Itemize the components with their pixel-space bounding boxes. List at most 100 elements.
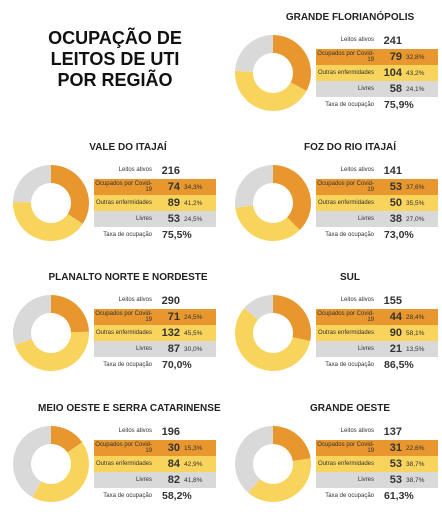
- row-percent: 30,0%: [184, 345, 203, 353]
- row-label: Outras enfermidades: [95, 199, 152, 206]
- row-value: 38: [389, 213, 402, 225]
- region-title: FOZ DO RIO ITAJAÍ: [303, 142, 397, 153]
- row-percent: 45,5%: [184, 329, 203, 337]
- table-row: Leitos ativos 137: [316, 423, 438, 440]
- table-row: Taxa de ocupação 61,3%: [316, 488, 438, 504]
- row-value: 90: [389, 327, 402, 339]
- donut-segment: [51, 295, 89, 333]
- donut-segment: [51, 426, 83, 453]
- row-value: 31: [389, 442, 402, 454]
- donut-segment: [273, 35, 311, 91]
- table-row: Outras enfermidades 104 43,2%: [316, 65, 438, 81]
- table-row: Taxa de ocupação 58,2%: [94, 488, 216, 504]
- table-row: Leitos ativos 241: [316, 32, 438, 49]
- region-panel: SUL Leitos ativos 155 Ocupados por Covid-19…: [230, 272, 440, 382]
- donut-segment: [235, 165, 273, 208]
- donut-chart: [235, 35, 311, 111]
- donut-segment: [13, 165, 51, 203]
- rate-value: 70,0%: [162, 359, 192, 371]
- rate-value: 73,0%: [384, 229, 414, 241]
- table-row: Outras enfermidades 89 41,2%: [94, 195, 216, 211]
- row-value: 241: [383, 34, 402, 47]
- data-table: Leitos ativos 216 Ocupados por Covid-19 74 3…: [94, 162, 216, 243]
- row-value: 84: [167, 458, 180, 470]
- row-value: 50: [389, 197, 402, 209]
- row-label: Ocupados por Covid-19: [317, 50, 374, 64]
- table-row: Livres 53 38,7%: [316, 472, 438, 488]
- row-percent: 13,5%: [406, 345, 425, 353]
- rate-value: 61,3%: [384, 490, 414, 502]
- table-row: Taxa de ocupação 75,9%: [316, 97, 438, 113]
- row-percent: 38,7%: [406, 476, 425, 484]
- table-row: Ocupados por Covid-19 71 24,5%: [94, 309, 216, 325]
- row-value: 21: [389, 343, 402, 355]
- region-title: GRANDE OESTE: [309, 403, 390, 414]
- row-value: 82: [167, 474, 180, 486]
- region-title: PLANALTO NORTE E NORDESTE: [48, 272, 208, 283]
- table-row: Livres 53 24,5%: [94, 211, 216, 227]
- table-row: Leitos ativos 196: [94, 423, 216, 440]
- row-label: Livres: [357, 85, 374, 92]
- donut-segment: [13, 426, 51, 498]
- rate-value: 86,5%: [384, 359, 414, 371]
- region-panel: FOZ DO RIO ITAJAÍ Leitos ativos 141 Ocupado…: [230, 142, 440, 252]
- row-label: Ocupados por Covid-19: [95, 180, 152, 194]
- row-percent: 28,4%: [406, 313, 425, 321]
- table-row: Ocupados por Covid-19 44 28,4%: [316, 309, 438, 325]
- row-value: 30: [167, 442, 180, 454]
- row-label: Livres: [357, 345, 374, 352]
- data-table: Leitos ativos 241 Ocupados por Covid-19 79 3…: [316, 32, 438, 113]
- table-row: Leitos ativos 155: [316, 292, 438, 309]
- row-label: Outras enfermidades: [317, 199, 374, 206]
- table-row: Outras enfermidades 53 38,7%: [316, 456, 438, 472]
- data-table: Leitos ativos 155 Ocupados por Covid-19 44 2…: [316, 292, 438, 373]
- row-value: 104: [383, 67, 402, 79]
- row-value: 89: [167, 197, 180, 209]
- row-percent: 15,3%: [184, 444, 203, 452]
- row-label: Taxa de ocupação: [325, 492, 374, 499]
- rate-value: 75,5%: [162, 229, 192, 241]
- table-row: Livres 38 27,0%: [316, 211, 438, 227]
- region-panel: GRANDE OESTE Leitos ativos 137 Ocupados por…: [230, 403, 440, 512]
- region-title: GRANDE FLORIANÓPOLIS: [285, 12, 415, 23]
- row-label: Ocupados por Covid-19: [317, 310, 374, 324]
- row-label: Outras enfermidades: [317, 329, 374, 336]
- row-value: 74: [167, 181, 180, 193]
- row-label: Taxa de ocupação: [325, 101, 374, 108]
- row-label: Ocupados por Covid-19: [317, 180, 374, 194]
- region-panel: GRANDE FLORIANÓPOLIS Leitos ativos 241 Ocup…: [230, 12, 440, 122]
- table-row: Taxa de ocupação 86,5%: [316, 357, 438, 373]
- donut-segment: [13, 201, 83, 241]
- table-row: Outras enfermidades 132 45,5%: [94, 325, 216, 341]
- region-panel: PLANALTO NORTE E NORDESTE Leitos ativos 29…: [8, 272, 218, 382]
- table-row: Ocupados por Covid-19 53 37,6%: [316, 179, 438, 195]
- row-label: Livres: [357, 476, 374, 483]
- table-row: Leitos ativos 290: [94, 292, 216, 309]
- row-label: Livres: [135, 476, 152, 483]
- data-table: Leitos ativos 137 Ocupados por Covid-19 31 2…: [316, 423, 438, 504]
- row-value: 290: [161, 294, 180, 307]
- row-percent: 32,8%: [406, 53, 425, 61]
- row-value: 141: [383, 164, 402, 177]
- donut-segment: [32, 442, 89, 502]
- row-percent: 22,6%: [406, 444, 425, 452]
- row-label: Outras enfermidades: [95, 460, 152, 467]
- row-label: Livres: [357, 215, 374, 222]
- donut-segment: [273, 426, 311, 462]
- table-row: Ocupados por Covid-19 79 32,8%: [316, 49, 438, 65]
- donut-chart: [13, 165, 89, 241]
- rate-value: 58,2%: [162, 490, 192, 502]
- row-value: 53: [167, 213, 180, 225]
- donut-chart: [13, 426, 89, 502]
- row-label: Taxa de ocupação: [325, 361, 374, 368]
- region-title: MEIO OESTE E SERRA CATARINENSE: [38, 403, 221, 414]
- row-label: Taxa de ocupação: [103, 361, 152, 368]
- table-row: Taxa de ocupação 75,5%: [94, 227, 216, 243]
- row-value: 53: [389, 181, 402, 193]
- table-row: Livres 82 41,8%: [94, 472, 216, 488]
- table-row: Livres 21 13,5%: [316, 341, 438, 357]
- table-row: Livres 58 24,1%: [316, 81, 438, 97]
- row-percent: 24,5%: [184, 215, 203, 223]
- row-percent: 24,1%: [406, 85, 425, 93]
